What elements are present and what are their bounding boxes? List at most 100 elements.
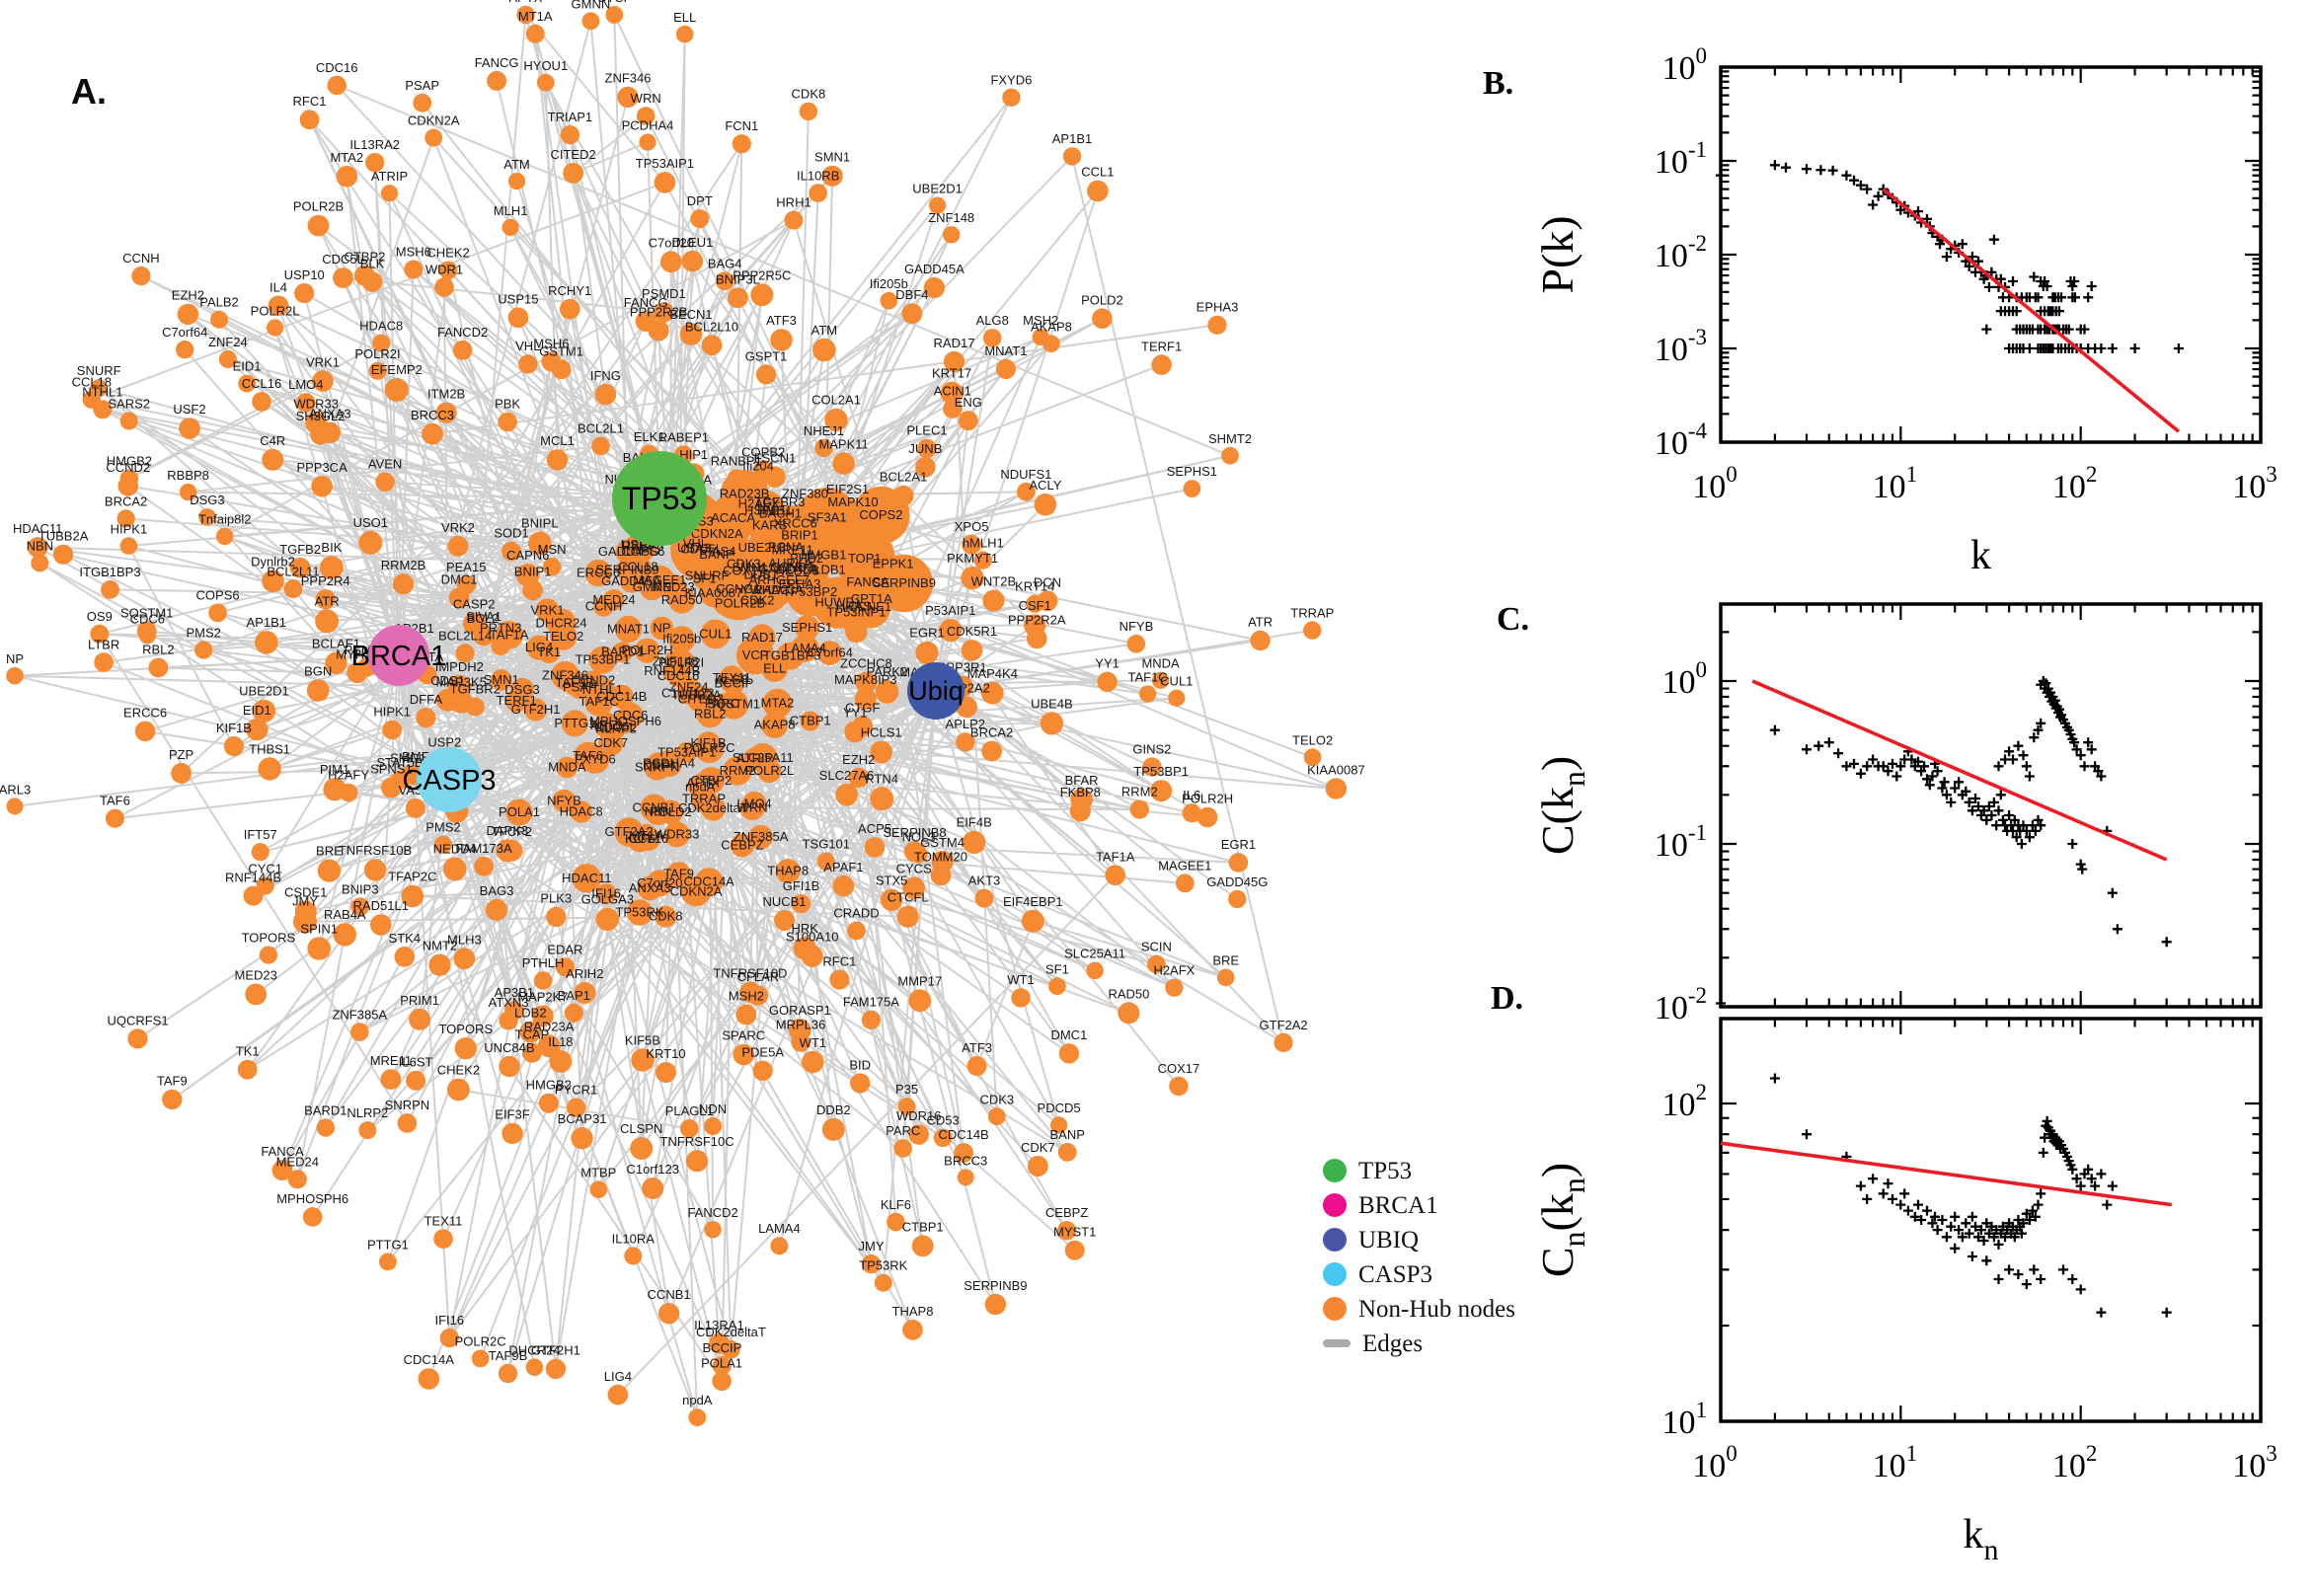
network-node [887, 1212, 905, 1232]
axis-tick-label: 101 [1662, 1398, 1708, 1441]
network-node-label: RAD17 [741, 630, 783, 645]
network-node [6, 798, 24, 815]
network-node-label: MSH2 [1023, 313, 1058, 328]
network-node-label: CYCS [896, 861, 932, 875]
network-node [723, 672, 745, 695]
network-node [179, 418, 200, 439]
network-node-label: ATM [811, 323, 837, 338]
network-node-label: ITM2B [427, 387, 465, 402]
network-node [821, 165, 843, 187]
network-node [624, 1247, 643, 1265]
network-node-label: SNURF [77, 363, 121, 378]
network-node-label: CHEK2 [437, 1063, 480, 1078]
network-node [700, 619, 731, 649]
network-node-label: GORASP1 [769, 1003, 831, 1018]
network-node-label: IL6 [1183, 788, 1200, 802]
network-node [1027, 1156, 1048, 1177]
network-node [605, 717, 626, 738]
network-node [857, 590, 879, 611]
network-node-label: PALB2 [199, 295, 239, 310]
network-node [875, 680, 899, 704]
network-node-label: SERPINB9 [595, 562, 658, 576]
plot-frame [1719, 65, 2263, 444]
network-node [788, 1019, 811, 1041]
network-node-label: BRE [316, 844, 343, 859]
network-node [1207, 315, 1227, 335]
network-node-label: COX17 [723, 564, 765, 578]
network-node-label: TP53BP1 [1133, 764, 1189, 779]
network-node-label: RAB4A [324, 907, 366, 922]
network-node-label: MAPK10 [827, 494, 878, 509]
fit-line [1882, 188, 2181, 433]
network-node-label: PTTG1 [367, 1238, 409, 1253]
network-node-label: BRCA2 [105, 494, 147, 508]
axis-tick-label: 10-2 [1655, 983, 1707, 1026]
network-node [791, 894, 811, 914]
network-node [639, 574, 665, 601]
network-node [1058, 1043, 1080, 1064]
network-node [929, 196, 947, 214]
network-node [1303, 748, 1322, 767]
network-node-label: HCLS1 [861, 725, 902, 740]
network-node-label: PDCD5 [1038, 1101, 1081, 1115]
network-node [616, 559, 639, 581]
network-node-label: PCNA [768, 540, 804, 555]
network-node-label: CTCFL [888, 890, 929, 905]
network-node-label: POLR2C [455, 1334, 506, 1349]
network-node [1118, 1002, 1140, 1025]
network-node [505, 798, 533, 826]
network-node [770, 510, 790, 529]
network-node-label: DFFA [410, 692, 443, 707]
network-node [1021, 909, 1044, 933]
network-node [237, 1059, 258, 1080]
network-node [794, 615, 820, 641]
network-node [679, 1119, 699, 1138]
network-node [566, 1098, 586, 1118]
network-node-label: BARD1 [601, 645, 644, 659]
network-node-label: DHCR24 [535, 615, 586, 630]
network-node [1182, 803, 1201, 823]
network-node-label: BMF [402, 749, 429, 764]
network-node [194, 641, 213, 659]
network-node-label: VHL [515, 339, 540, 353]
network-node-label: IFI16 [591, 886, 621, 901]
network-node [843, 614, 865, 636]
network-node-label: SF1 [1045, 961, 1069, 976]
network-node [119, 469, 139, 488]
network-node [800, 711, 820, 731]
network-node [915, 641, 939, 664]
network-node-label: C7orf64 [808, 646, 853, 660]
network-node-label: MNDA [548, 760, 586, 775]
network-node-label: CTGF [845, 700, 880, 715]
network-node [1064, 1240, 1085, 1260]
network-node-label: USO1 [353, 515, 388, 530]
network-node [654, 172, 676, 193]
network-node-label: GTF2A2 [605, 824, 654, 839]
network-node-label: GADD45G [1206, 874, 1268, 889]
network-node-label: CDKN2A [691, 526, 743, 541]
network-node-label: HDAC11 [562, 871, 611, 885]
network-node-label: CCNH [122, 251, 160, 266]
axis-tick-label: 103 [2232, 462, 2277, 505]
network-node-label: PMS2 [186, 626, 220, 641]
network-node-label: SEPHS1 [782, 620, 832, 635]
network-node [626, 899, 654, 926]
network-node-label: CITED2 [678, 691, 724, 706]
network-node-label: CCNB1 [648, 1287, 691, 1302]
network-node [663, 649, 687, 674]
network-node-label: TEX11 [713, 670, 751, 685]
network-node [570, 800, 592, 823]
network-node-label: TP53RK [859, 1258, 907, 1273]
network-node [603, 589, 625, 611]
network-node-label: AVEN [368, 457, 402, 472]
network-node-label: TUBB2A [39, 529, 89, 544]
network-node-label: P35 [895, 1082, 918, 1097]
network-node-label: DMC1 [441, 571, 478, 586]
network-node-label: CCND3 [770, 560, 814, 574]
network-node [350, 1023, 369, 1041]
network-node-label: AURKA [768, 556, 812, 570]
network-node [262, 448, 284, 471]
network-node-label: npdA [685, 779, 716, 794]
network-node-label: BRCC3 [411, 408, 454, 422]
